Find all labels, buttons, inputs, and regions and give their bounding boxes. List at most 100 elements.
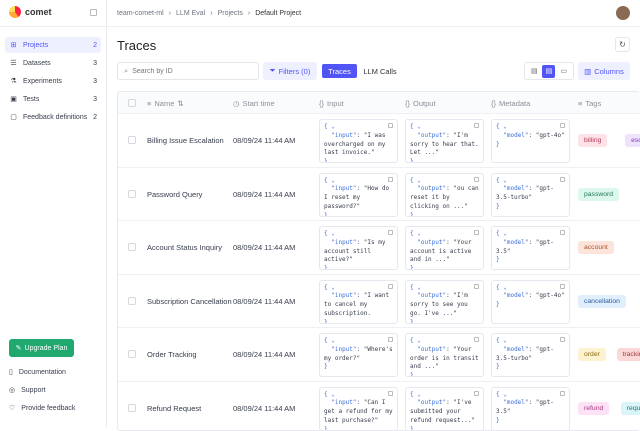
- copy-icon[interactable]: [474, 177, 479, 182]
- output-cell[interactable]: { ⌄ "output": "Your order is in transit …: [405, 333, 484, 377]
- trace-name: Subscription Cancellation: [147, 297, 232, 306]
- row-checkbox[interactable]: [128, 404, 136, 412]
- collapse-sidebar-icon[interactable]: [90, 9, 97, 16]
- copy-icon[interactable]: [560, 337, 565, 342]
- header-tags[interactable]: ≡Tags: [578, 99, 601, 108]
- row-checkbox[interactable]: [128, 190, 136, 198]
- header-metadata[interactable]: {}Metadata: [491, 99, 530, 108]
- breadcrumb-current: Default Project: [255, 10, 301, 17]
- table-row[interactable]: Account Status Inquiry 08/09/24 11:44 AM…: [118, 221, 640, 275]
- search-input[interactable]: [132, 68, 242, 75]
- search-box[interactable]: ⌕: [117, 62, 259, 80]
- copy-icon[interactable]: [474, 337, 479, 342]
- footer-link-documentation[interactable]: ▯Documentation: [9, 368, 66, 376]
- database-icon: ☰: [9, 59, 18, 67]
- footer-link-support[interactable]: ◎Support: [9, 386, 46, 394]
- table-row[interactable]: Order Tracking 08/09/24 11:44 AM { ⌄ "in…: [118, 328, 640, 382]
- sidebar-item-label: Feedback definitions: [23, 114, 87, 121]
- output-cell[interactable]: { ⌄ "output": "I'm sorry to hear that. L…: [405, 119, 484, 163]
- sidebar-item-label: Tests: [23, 96, 39, 103]
- copy-icon[interactable]: [474, 230, 479, 235]
- footer-link-provide-feedback[interactable]: ♡Provide feedback: [9, 404, 75, 412]
- sidebar-item-count: 2: [93, 42, 97, 49]
- medium-view-icon[interactable]: ▤: [542, 65, 555, 78]
- input-cell[interactable]: { ⌄ "input": "Where's my order?" }: [319, 333, 398, 377]
- table-row[interactable]: Refund Request 08/09/24 11:44 AM { ⌄ "in…: [118, 382, 640, 431]
- filters-button[interactable]: ⏷Filters (0): [263, 62, 317, 80]
- tab-llm-calls[interactable]: LLM Calls: [361, 64, 399, 78]
- start-time: 08/09/24 11:44 AM: [233, 350, 295, 359]
- input-cell[interactable]: { ⌄ "input": "I want to cancel my subscr…: [319, 280, 398, 324]
- large-view-icon[interactable]: ▭: [557, 65, 570, 78]
- row-checkbox[interactable]: [128, 136, 136, 144]
- copy-icon[interactable]: [388, 337, 393, 342]
- copy-icon[interactable]: [560, 284, 565, 289]
- table-row[interactable]: Subscription Cancellation 08/09/24 11:44…: [118, 275, 640, 329]
- start-time: 08/09/24 11:44 AM: [233, 297, 295, 306]
- select-all-checkbox[interactable]: [128, 99, 136, 107]
- refresh-button[interactable]: ↻: [615, 37, 630, 52]
- avatar[interactable]: [616, 6, 630, 20]
- trace-name: Refund Request: [147, 404, 201, 413]
- copy-icon[interactable]: [560, 177, 565, 182]
- table-row[interactable]: Billing Issue Escalation 08/09/24 11:44 …: [118, 114, 640, 168]
- input-cell[interactable]: { ⌄ "input": "How do I reset my password…: [319, 173, 398, 217]
- row-checkbox[interactable]: [128, 350, 136, 358]
- copy-icon[interactable]: [388, 230, 393, 235]
- output-cell[interactable]: { ⌄ "output": "ou can reset it by clicki…: [405, 173, 484, 217]
- sidebar-item-count: 2: [93, 114, 97, 121]
- copy-icon[interactable]: [388, 391, 393, 396]
- metadata-cell[interactable]: { ⌄ "model": "gpt-3.5-turbo" }: [491, 333, 570, 377]
- copy-icon[interactable]: [560, 123, 565, 128]
- row-checkbox[interactable]: [128, 297, 136, 305]
- copy-icon[interactable]: [388, 177, 393, 182]
- output-cell[interactable]: { ⌄ "output": "I've submitted your refun…: [405, 387, 484, 431]
- copy-icon[interactable]: [474, 123, 479, 128]
- copy-icon[interactable]: [560, 391, 565, 396]
- metadata-cell[interactable]: { ⌄ "model": "gpt-3.5" }: [491, 226, 570, 270]
- copy-icon[interactable]: [388, 284, 393, 289]
- header-name[interactable]: ≡Name⇅: [147, 99, 184, 108]
- logo[interactable]: comet: [9, 6, 52, 18]
- metadata-cell[interactable]: { ⌄ "model": "gpt-4o" }: [491, 280, 570, 324]
- input-cell[interactable]: { ⌄ "input": "Can I get a refund for my …: [319, 387, 398, 431]
- upgrade-plan-button[interactable]: ✎Upgrade Plan: [9, 339, 74, 357]
- trace-name: Account Status Inquiry: [147, 243, 222, 252]
- braces-icon: {}: [405, 99, 410, 108]
- breadcrumb-eval[interactable]: LLM Eval: [176, 10, 205, 17]
- header-start-time[interactable]: ◷Start time: [233, 99, 275, 108]
- input-cell[interactable]: { ⌄ "input": "Is my account still active…: [319, 226, 398, 270]
- comet-logo-icon: [9, 6, 21, 18]
- compact-view-icon[interactable]: ▤: [528, 65, 541, 78]
- copy-icon[interactable]: [388, 123, 393, 128]
- row-checkbox[interactable]: [128, 243, 136, 251]
- copy-icon[interactable]: [474, 391, 479, 396]
- breadcrumb-workspace[interactable]: team-comet-ml: [117, 10, 164, 17]
- breadcrumb-projects[interactable]: Projects: [218, 10, 243, 17]
- tag: account: [578, 241, 614, 254]
- tab-traces[interactable]: Traces: [322, 64, 357, 78]
- metadata-cell[interactable]: { ⌄ "model": "gpt-3.5" }: [491, 387, 570, 431]
- metadata-cell[interactable]: { ⌄ "model": "gpt-4o" }: [491, 119, 570, 163]
- trace-name: Billing Issue Escalation: [147, 136, 224, 145]
- start-time: 08/09/24 11:44 AM: [233, 190, 295, 199]
- metadata-cell[interactable]: { ⌄ "model": "gpt-3.5-turbo" }: [491, 173, 570, 217]
- columns-button[interactable]: ▥Columns: [578, 62, 630, 80]
- copy-icon[interactable]: [560, 230, 565, 235]
- output-cell[interactable]: { ⌄ "output": "I'm sorry to see you go. …: [405, 280, 484, 324]
- table-row[interactable]: Password Query 08/09/24 11:44 AM { ⌄ "in…: [118, 168, 640, 222]
- upgrade-label: Upgrade Plan: [25, 345, 68, 352]
- header-input[interactable]: {}Input: [319, 99, 344, 108]
- sidebar-item-count: 3: [93, 78, 97, 85]
- tag: escalation: [625, 134, 640, 147]
- output-cell[interactable]: { ⌄ "output": "Your account is active an…: [405, 226, 484, 270]
- header-output[interactable]: {}Output: [405, 99, 436, 108]
- input-cell[interactable]: { ⌄ "input": "I was overcharged on my la…: [319, 119, 398, 163]
- copy-icon[interactable]: [474, 284, 479, 289]
